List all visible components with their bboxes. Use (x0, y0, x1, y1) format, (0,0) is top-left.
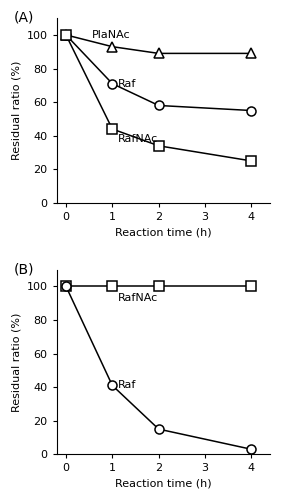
Text: RafNAc: RafNAc (118, 134, 158, 144)
Y-axis label: Residual ratio (%): Residual ratio (%) (11, 312, 21, 412)
Text: (A): (A) (14, 10, 35, 24)
Text: Raf: Raf (118, 78, 136, 88)
Text: PlaNAc: PlaNAc (91, 30, 130, 40)
Y-axis label: Residual ratio (%): Residual ratio (%) (11, 61, 21, 160)
X-axis label: Reaction time (h): Reaction time (h) (115, 228, 212, 237)
Text: RafNAc: RafNAc (118, 293, 158, 303)
Text: (B): (B) (14, 262, 35, 276)
Text: Raf: Raf (118, 380, 136, 390)
X-axis label: Reaction time (h): Reaction time (h) (115, 479, 212, 489)
